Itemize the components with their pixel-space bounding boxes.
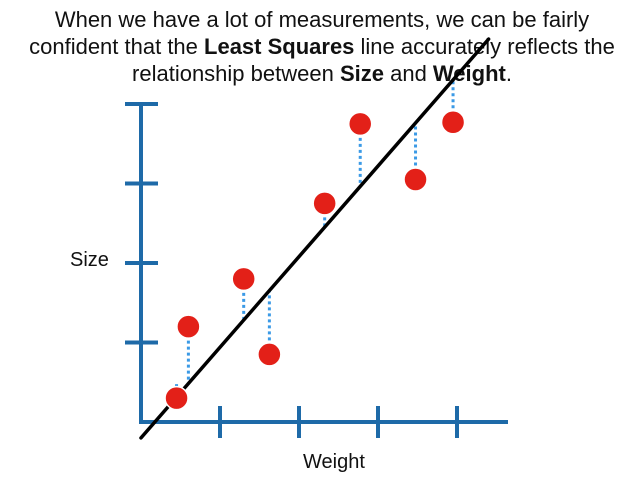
least-squares-line	[139, 37, 491, 440]
caption-line-3-text: relationship between	[132, 61, 340, 86]
caption-period: .	[505, 61, 512, 86]
x-axis-label: Weight	[303, 451, 365, 473]
caption-weight: Weight	[432, 61, 506, 86]
caption-line-2-text: confident that the	[29, 34, 205, 59]
caption-line-1: When we have a lot of measurements, we c…	[54, 7, 590, 32]
caption-and: and	[383, 61, 433, 86]
fit-line-group	[139, 37, 491, 440]
data-point	[176, 314, 201, 339]
data-point	[164, 385, 189, 411]
data-point	[403, 167, 428, 192]
data-point	[257, 342, 282, 367]
data-point	[231, 266, 256, 292]
points-group	[164, 110, 466, 411]
data-point	[347, 111, 373, 137]
caption-least-squares: Least Squares	[204, 34, 355, 59]
y-axis-label: Size	[70, 249, 109, 271]
data-point	[440, 110, 466, 135]
caption-line-3: relationship between Size and Weight.	[0, 60, 644, 87]
data-point	[312, 191, 337, 216]
axes-group	[125, 102, 508, 438]
caption-size: Size	[339, 61, 384, 86]
